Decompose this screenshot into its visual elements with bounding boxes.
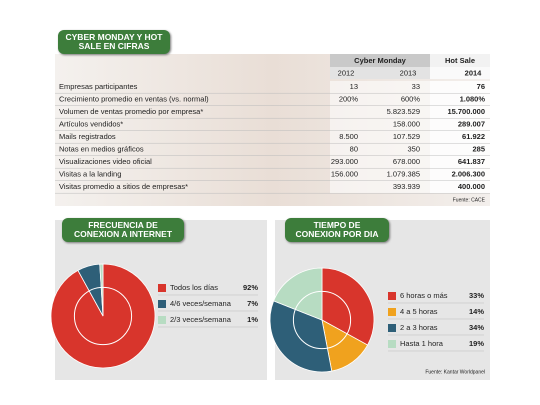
year-header: 2014	[465, 68, 483, 77]
legend-swatch	[158, 284, 166, 292]
cell: 641.837	[458, 157, 485, 166]
cell: 1.079.385	[387, 169, 420, 178]
group-header-bg	[330, 54, 430, 67]
legend-label: Todos los días	[170, 283, 218, 292]
row-cell-bg	[430, 131, 490, 143]
group-header: Cyber Monday	[354, 56, 407, 65]
row-cell-bg	[330, 168, 430, 181]
cell: 8.500	[339, 132, 358, 141]
row-label: Mails registrados	[59, 132, 116, 141]
cell: 15.700.000	[447, 107, 485, 116]
cell: 293.000	[331, 157, 358, 166]
group-header-bg	[430, 54, 490, 67]
row-cell-bg	[430, 93, 490, 106]
row-cell-bg	[330, 106, 430, 118]
legend-label: Hasta 1 hora	[400, 339, 444, 348]
row-label: Crecimiento promedio en ventas (vs. norm…	[59, 94, 209, 103]
source: Fuente: Kantar Worldpanel	[425, 369, 485, 375]
pie-slice	[321, 267, 375, 346]
pie-slice	[273, 267, 323, 321]
cell: 1.080%	[460, 94, 486, 103]
row-label: Volumen de ventas promedio por empresa*	[59, 107, 203, 116]
row-cell-bg	[330, 156, 430, 168]
row-label: Visitas promedio a sitios de empresas*	[59, 182, 188, 191]
pie-slice	[99, 263, 104, 317]
cell: 200%	[339, 94, 359, 103]
cell: 350	[407, 144, 420, 153]
year-header: 2012	[338, 68, 355, 77]
value-label: 1%	[247, 315, 258, 324]
row-cell-bg	[430, 81, 490, 93]
year-header-bg	[330, 67, 430, 79]
year-header: 2013	[400, 68, 417, 77]
legend-label: 4 a 5 horas	[400, 307, 438, 316]
row-label: Notas en medios gráficos	[59, 144, 144, 153]
source: Fuente: CACE	[453, 197, 486, 203]
badge: CYBER MONDAY Y HOT SALE EN CIFRAS	[58, 30, 170, 54]
group-header: Hot Sale	[445, 56, 475, 65]
cell: 285	[472, 144, 485, 153]
value-label: 92%	[243, 283, 258, 292]
row-cell-bg	[430, 156, 490, 168]
value-label: 7%	[247, 299, 258, 308]
legend-label: 2/3 veces/semana	[170, 315, 232, 324]
legend-label: 4/6 veces/semana	[170, 299, 232, 308]
badge: TIEMPO DE CONEXION POR DIA	[285, 218, 389, 242]
row-cell-bg	[330, 93, 430, 106]
cell: 289.007	[458, 119, 485, 128]
row-cell-bg	[430, 143, 490, 156]
row-label: Visitas a la landing	[59, 169, 121, 178]
value-label: 34%	[469, 323, 484, 332]
row-cell-bg	[330, 118, 430, 131]
row-label: Visualizaciones video oficial	[59, 157, 152, 166]
row-cell-bg	[330, 143, 430, 156]
legend-label: 6 horas o más	[400, 291, 448, 300]
row-cell-bg	[330, 81, 430, 93]
row-label: Artículos vendidos*	[59, 119, 123, 128]
value-label: 19%	[469, 339, 484, 348]
pie-inner-ring	[292, 290, 352, 350]
pie-inner-ring	[73, 286, 133, 346]
legend-swatch	[158, 316, 166, 324]
row-cell-bg	[430, 181, 490, 193]
row-cell-bg	[330, 131, 430, 143]
year-header-bg	[430, 67, 490, 79]
cell: 80	[350, 144, 358, 153]
cell: 678.000	[393, 157, 420, 166]
legend-swatch	[158, 300, 166, 308]
row-cell-bg	[430, 118, 490, 131]
pie-slice	[269, 300, 333, 373]
badge: FRECUENCIA DE CONEXION A INTERNET	[62, 218, 184, 242]
cell: 61.922	[462, 132, 485, 141]
legend-swatch	[388, 292, 396, 300]
legend-swatch	[388, 308, 396, 316]
cell: 600%	[401, 94, 421, 103]
cell: 5.823.529	[387, 107, 420, 116]
cell: 156.000	[331, 169, 358, 178]
legend-label: 2 a 3 horas	[400, 323, 438, 332]
row-label: Empresas participantes	[59, 82, 138, 91]
legend-swatch	[388, 324, 396, 332]
cell: 76	[477, 82, 485, 91]
value-label: 33%	[469, 291, 484, 300]
cell: 393.939	[393, 182, 420, 191]
row-cell-bg	[430, 106, 490, 118]
row-cell-bg	[330, 181, 430, 193]
cell: 158.000	[393, 119, 420, 128]
cell: 400.000	[458, 182, 485, 191]
value-label: 14%	[469, 307, 484, 316]
cell: 33	[412, 82, 420, 91]
cell: 13	[350, 82, 358, 91]
legend-swatch	[388, 340, 396, 348]
row-cell-bg	[430, 168, 490, 181]
cell: 107.529	[393, 132, 420, 141]
cell: 2.006.300	[452, 169, 485, 178]
